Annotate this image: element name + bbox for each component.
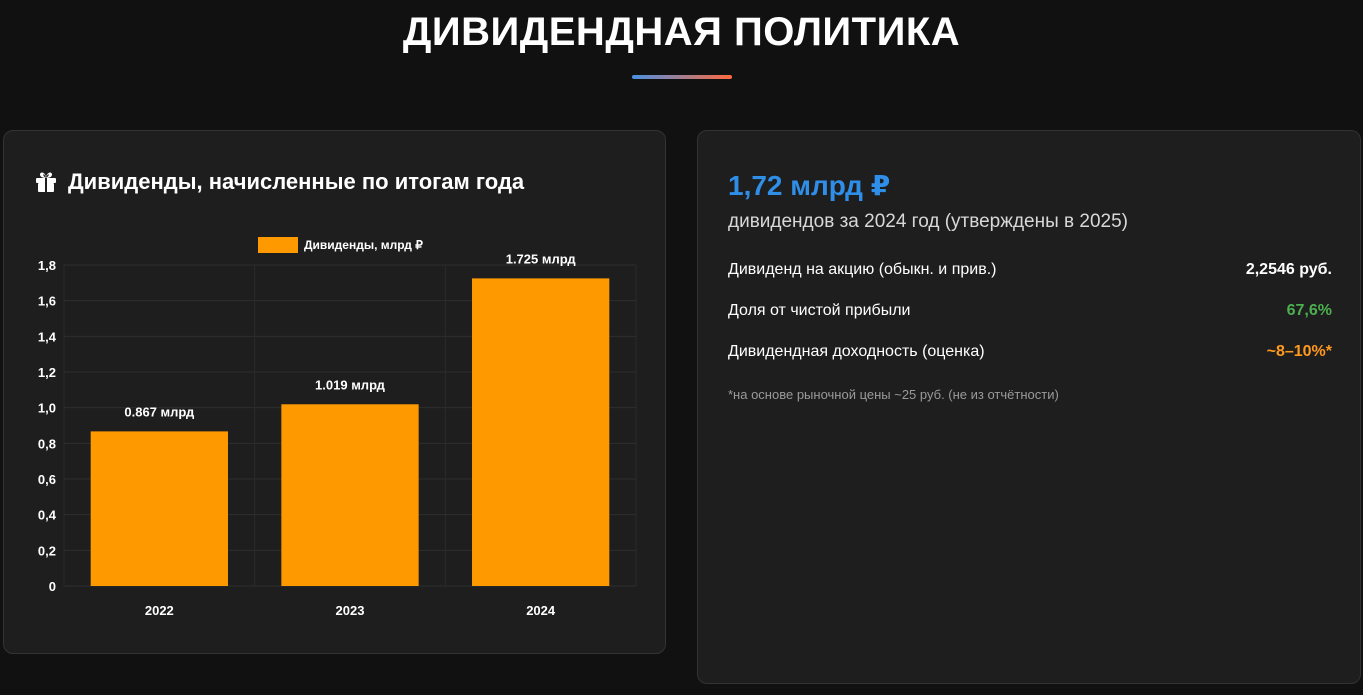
chart-card-title: Дивиденды, начисленные по итогам года <box>68 169 525 194</box>
bar-data-label: 0.867 млрд <box>124 404 195 419</box>
y-tick-label: 1,4 <box>38 329 57 344</box>
x-tick-label: 2024 <box>526 603 556 618</box>
y-tick-label: 0,8 <box>38 436 56 451</box>
bar-data-label: 1.019 млрд <box>315 377 386 392</box>
stat-row-value: 67,6% <box>1286 302 1332 319</box>
bar-2023 <box>281 404 419 586</box>
y-tick-label: 1,6 <box>38 294 56 309</box>
stat-row-label: Дивиденд на акцию (обыкн. и прив.) <box>728 261 997 278</box>
total-dividends-value: 1,72 млрд ₽ <box>728 170 891 201</box>
y-tick-label: 1,0 <box>38 401 56 416</box>
stat-row-value: ~8–10%* <box>1266 343 1332 360</box>
stat-row-dividend-per-share: Дивиденд на акцию (обыкн. и прив.) 2,254… <box>728 261 1332 279</box>
x-tick-label: 2022 <box>145 603 174 618</box>
total-dividends-caption: дивидендов за 2024 год (утверждены в 202… <box>728 211 1129 232</box>
dividend-stats-card: 1,72 млрд ₽ дивидендов за 2024 год (утве… <box>697 130 1361 684</box>
legend-label: Дивиденды, млрд ₽ <box>304 238 423 252</box>
y-tick-label: 0,4 <box>38 508 57 523</box>
bar-2022 <box>90 431 228 586</box>
y-tick-label: 0,2 <box>38 543 56 558</box>
bar-data-label: 1.725 млрд <box>506 251 577 266</box>
bar-2024 <box>472 278 610 586</box>
y-tick-label: 0 <box>49 579 56 594</box>
y-tick-label: 1,2 <box>38 365 56 380</box>
chart-card-header: Дивиденды, начисленные по итогам года <box>34 169 524 195</box>
dividends-bar-chart: 0 0,2 0,4 0,6 0,8 1,0 1,2 1,4 1,6 1,8 2022 2023 2024… <box>38 237 637 618</box>
yield-footnote: *на основе рыночной цены ~25 руб. (не из… <box>728 387 1059 402</box>
legend-swatch <box>258 237 298 253</box>
stat-row-value: 2,2546 руб. <box>1245 261 1332 278</box>
stat-row-dividend-yield: Дивидендная доходность (оценка) ~8–10%* <box>728 343 1332 361</box>
y-tick-label: 1,8 <box>38 258 56 273</box>
page-title: ДИВИДЕНДНАЯ ПОЛИТИКА <box>402 10 961 54</box>
stat-row-label: Доля от чистой прибыли <box>728 302 911 319</box>
stat-row-payout-ratio: Доля от чистой прибыли 67,6% <box>728 302 1332 320</box>
stat-row-label: Дивидендная доходность (оценка) <box>728 343 985 360</box>
gift-icon <box>36 172 56 192</box>
x-tick-label: 2023 <box>336 603 365 618</box>
y-tick-label: 0,6 <box>38 472 56 487</box>
title-underline <box>632 75 732 79</box>
